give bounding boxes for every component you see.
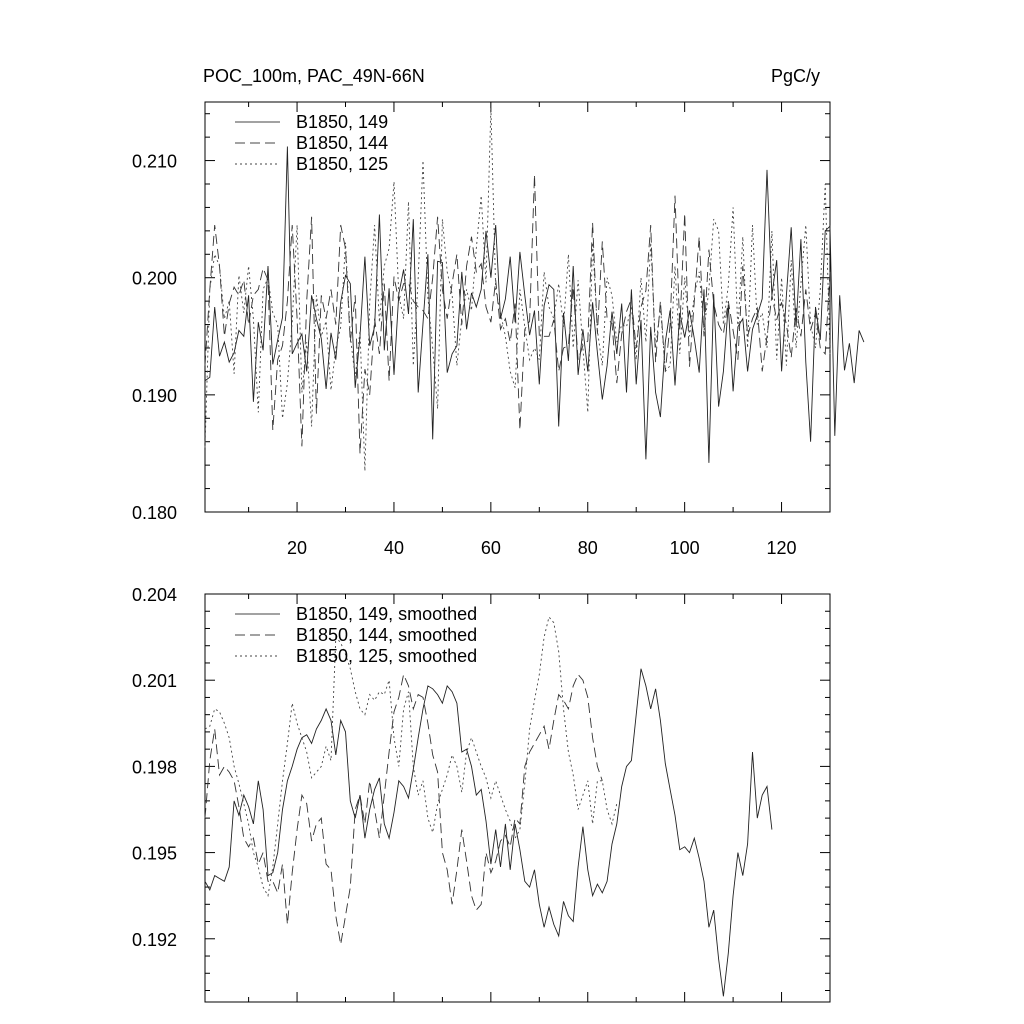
y-tick-label: 0.190 (132, 386, 177, 406)
series-line (204, 107, 831, 472)
x-tick-label: 60 (481, 538, 501, 558)
legend-label: B1850, 125 (296, 154, 388, 174)
x-tick-label: 120 (767, 538, 797, 558)
y-tick-label: 0.201 (132, 671, 177, 691)
y-tick-label: 0.195 (132, 844, 177, 864)
y-tick-label: 0.200 (132, 269, 177, 289)
figure-title: POC_100m, PAC_49N-66N (203, 66, 425, 87)
legend-label: B1850, 125, smoothed (296, 646, 477, 666)
y-tick-label: 0.210 (132, 152, 177, 172)
plot-frame (204, 593, 831, 1003)
x-tick-label: 80 (578, 538, 598, 558)
series-line (204, 673, 603, 945)
y-ticks (205, 593, 830, 992)
x-tick-label: 40 (384, 538, 404, 558)
series-line (204, 146, 865, 463)
legend-label: B1850, 149 (296, 112, 388, 132)
y-tick-label: 0.204 (132, 585, 177, 605)
x-ticks (248, 102, 831, 512)
plot-frame (204, 101, 831, 513)
x-tick-label: 20 (287, 538, 307, 558)
x-tick-label: 100 (670, 538, 700, 558)
x-ticks (248, 594, 831, 1002)
units-label: PgC/y (771, 66, 820, 86)
y-tick-label: 0.198 (132, 757, 177, 777)
legend-label: B1850, 149, smoothed (296, 604, 477, 624)
series-line (204, 174, 831, 454)
y-ticks (205, 113, 830, 513)
series-line (204, 668, 773, 997)
y-tick-label: 0.192 (132, 930, 177, 950)
legend-label: B1850, 144, smoothed (296, 625, 477, 645)
legend-label: B1850, 144 (296, 133, 388, 153)
series-line (204, 616, 618, 898)
y-tick-label: 0.180 (132, 503, 177, 523)
bottom-panel: 0.192 0.195 0.198 0.201 0.204 B1850, 149, smo… (132, 585, 831, 1003)
top-panel: 20 40 60 80 100 120 0.180 0.190 0.200 0.210 B1850,… (132, 101, 865, 558)
